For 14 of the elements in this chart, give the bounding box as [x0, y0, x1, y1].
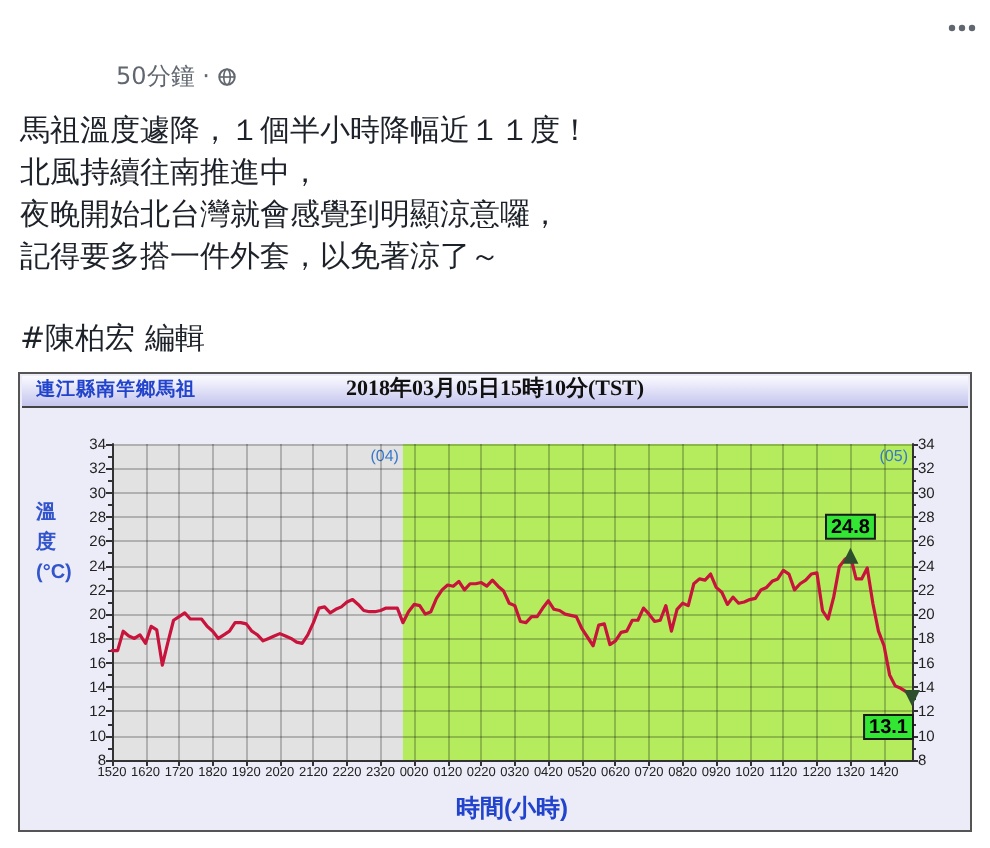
text: 夜晚開始北台灣就會感覺到明顯涼意囉， — [20, 196, 560, 234]
annotation: (04) — [370, 447, 400, 465]
text: 馬祖溫度遽降，１個半小時降幅近１１度！ — [20, 112, 590, 150]
chart-subtitle: 連江縣南竿鄉馬祖 — [34, 377, 196, 401]
x-axis-title: 時間(小時) — [456, 794, 568, 822]
annotation: (05) — [879, 447, 909, 465]
text: 北風持續往南推進中， — [20, 154, 320, 192]
data-label: 13.1 — [869, 717, 909, 740]
text: 50分鐘 · — [116, 60, 210, 94]
chart-title: 2018年03月05日15時10分(TST) — [345, 375, 645, 401]
text: #陳柏宏 編輯 — [20, 320, 205, 358]
y-axis-title: 溫度(°C) — [34, 500, 72, 584]
data-label: 24.8 — [830, 516, 871, 539]
text: 記得要多搭一件外套，以免著涼了～ — [20, 238, 500, 276]
